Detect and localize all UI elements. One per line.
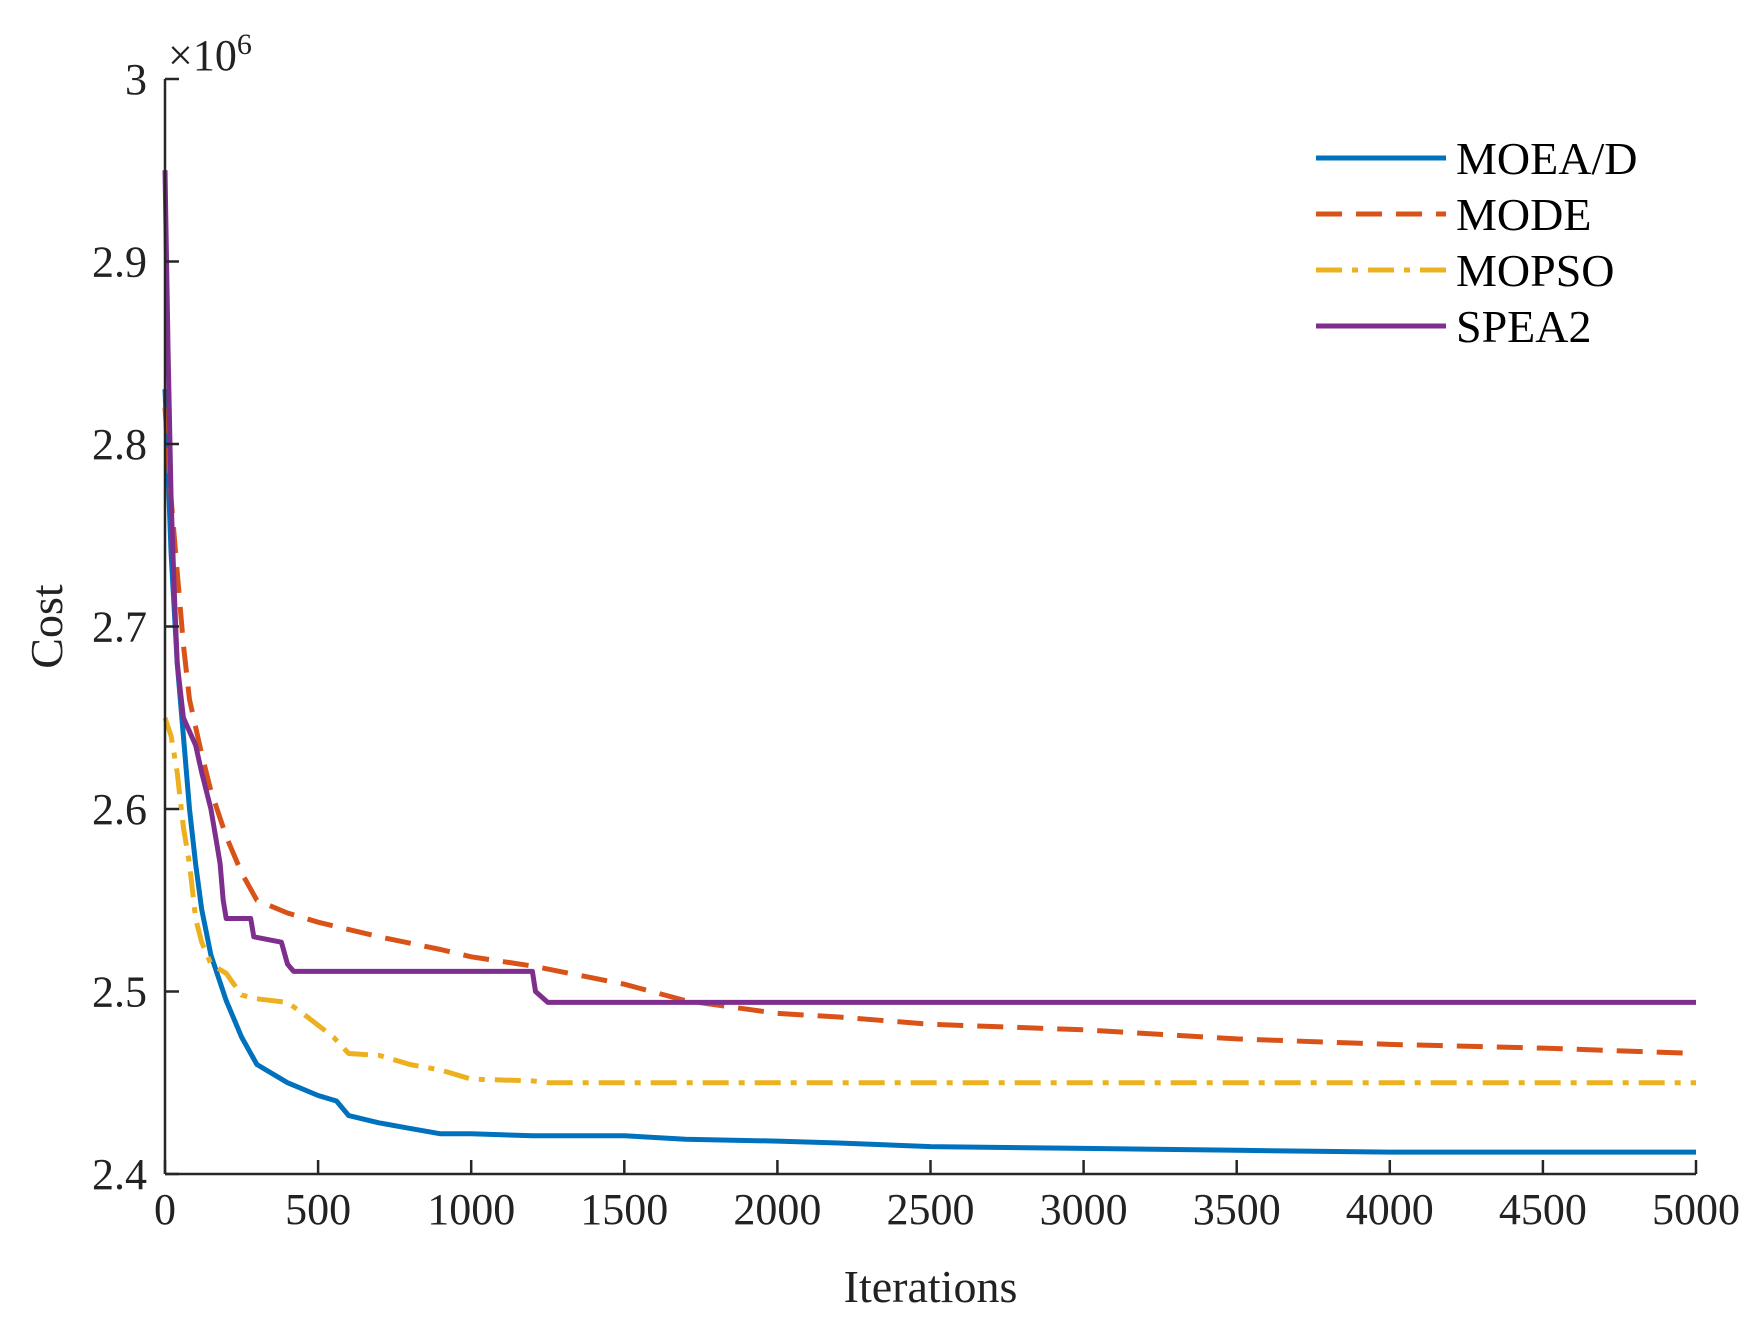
y-multiplier-label: ×106: [168, 28, 252, 80]
y-multiplier-exponent: 6: [237, 28, 252, 61]
legend-label: SPEA2: [1456, 301, 1591, 352]
y-tick-label: 3: [125, 55, 147, 104]
series-line-mode: [162, 407, 1697, 1056]
x-axis-ticks: 0 500 1000 1500 2000 2500 3000 3500 4000 4500 5000: [154, 1160, 1740, 1234]
legend-item-spea2: SPEA2: [1316, 301, 1591, 352]
axes: [163, 79, 1696, 1176]
x-tick-label: 2000: [733, 1185, 821, 1234]
legend-label: MODE: [1456, 189, 1591, 240]
y-multiplier-base: ×10: [168, 31, 237, 80]
legend-label: MOEA/D: [1456, 133, 1637, 184]
legend-item-moea-d: MOEA/D: [1316, 133, 1637, 184]
legend-label: MOPSO: [1456, 245, 1615, 296]
y-tick-label: 2.4: [92, 1150, 147, 1199]
x-tick-label: 1500: [580, 1185, 668, 1234]
plot-lines: [162, 170, 1697, 1155]
x-axis-label: Iterations: [844, 1261, 1018, 1312]
y-axis-label: Cost: [21, 584, 72, 669]
series-line-mopso: [162, 717, 1696, 1086]
y-tick-label: 2.9: [92, 238, 147, 287]
y-axis-ticks: 2.4 2.5 2.6 2.7 2.8 2.9 3: [92, 55, 179, 1199]
x-tick-label: 3500: [1193, 1185, 1281, 1234]
x-tick-label: 4000: [1346, 1185, 1434, 1234]
y-tick-label: 2.5: [92, 968, 147, 1017]
series-line-moea-d: [162, 389, 1696, 1155]
x-tick-label: 5000: [1652, 1185, 1740, 1234]
x-tick-label: 3000: [1040, 1185, 1128, 1234]
x-tick-label: 0: [154, 1185, 176, 1234]
y-tick-label: 2.6: [92, 785, 147, 834]
x-tick-label: 2500: [887, 1185, 975, 1234]
legend-item-mode: MODE: [1316, 189, 1591, 240]
x-tick-label: 1000: [427, 1185, 515, 1234]
y-tick-label: 2.7: [92, 603, 147, 652]
y-tick-label: 2.8: [92, 420, 147, 469]
x-tick-label: 500: [285, 1185, 351, 1234]
series-line-spea2: [162, 170, 1696, 1005]
x-tick-label: 4500: [1499, 1185, 1587, 1234]
legend-item-mopso: MOPSO: [1316, 245, 1615, 296]
